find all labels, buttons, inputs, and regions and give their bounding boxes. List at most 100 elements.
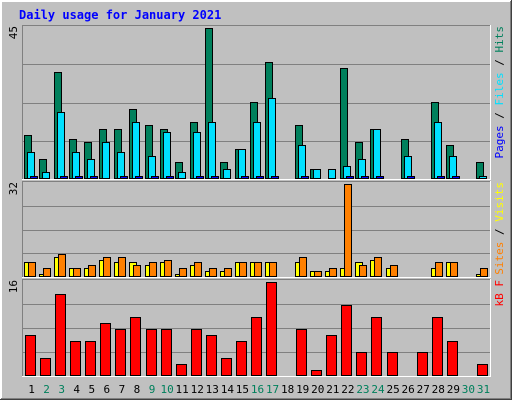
bar-files-day-31	[479, 176, 487, 179]
x-tick-label: 11	[176, 383, 189, 396]
bar-pages-day-4	[75, 176, 83, 179]
bar-sites-day-28	[435, 262, 443, 277]
bar-sites-day-31	[480, 268, 488, 277]
bar-pages-day-26	[407, 176, 415, 179]
bar-files-day-11	[178, 172, 186, 179]
bar-pages-day-17	[271, 176, 279, 179]
x-tick-label: 4	[73, 383, 80, 396]
bar-sites-day-10	[164, 260, 172, 277]
bar-kb-f-day-4	[70, 341, 81, 376]
bar-kb-f-day-25	[387, 352, 398, 376]
bar-sites-day-15	[239, 262, 247, 277]
bar-sites-day-20	[314, 271, 322, 277]
bar-pages-day-5	[90, 176, 98, 179]
bar-sites-day-17	[269, 262, 277, 277]
bar-sites-day-21	[329, 268, 337, 277]
side-legend-word: Hits	[493, 26, 506, 59]
bar-kb-f-day-6	[100, 323, 111, 376]
bar-sites-day-7	[118, 257, 126, 277]
x-tick-label: 15	[236, 383, 249, 396]
bar-kb-f-day-29	[447, 341, 458, 376]
bar-pages-day-9	[151, 176, 159, 179]
bar-sites-day-2	[43, 268, 51, 277]
bar-sites-day-6	[103, 257, 111, 277]
bar-files-day-29	[449, 156, 457, 179]
bar-kb-f-day-5	[85, 341, 96, 376]
side-legend-word: F	[493, 280, 506, 293]
bar-kb-f-day-17	[266, 282, 277, 376]
x-tick-label: 18	[281, 383, 294, 396]
bar-pages-day-28	[437, 176, 445, 179]
bar-files-day-5	[87, 159, 95, 179]
x-tick-label: 30	[462, 383, 475, 396]
bar-kb-f-day-1	[25, 335, 36, 376]
x-tick-label: 6	[104, 383, 111, 396]
bar-sites-day-14	[224, 268, 232, 277]
bar-kb-f-day-16	[251, 317, 262, 376]
bar-kb-f-day-13	[206, 335, 217, 376]
bar-sites-day-19	[299, 257, 307, 277]
bar-files-day-3	[57, 112, 65, 179]
y-max-label: 45	[7, 26, 20, 39]
bar-files-day-12	[193, 132, 201, 179]
x-tick-label: 19	[296, 383, 309, 396]
bar-files-day-10	[163, 132, 171, 179]
bar-files-day-9	[148, 156, 156, 179]
x-tick-label: 27	[417, 383, 430, 396]
x-tick-label: 14	[221, 383, 235, 396]
bar-files-day-1	[27, 152, 35, 179]
bar-kb-f-day-19	[296, 329, 307, 376]
bar-sites-day-24	[374, 257, 382, 277]
bar-files-day-20	[313, 169, 321, 179]
bar-kb-f-day-11	[176, 364, 187, 376]
side-legend: kB F	[493, 280, 506, 307]
x-tick-label: 16	[251, 383, 264, 396]
panel-top: 45 Pages / Files / Hits	[7, 25, 506, 180]
x-tick-label: 8	[134, 383, 141, 396]
x-tick-label: 17	[266, 383, 279, 396]
side-legend-word: Visits	[493, 182, 506, 228]
y-max-label: 16	[7, 280, 20, 293]
bar-files-day-23	[358, 159, 366, 179]
x-tick-label: 5	[88, 383, 95, 396]
side-legend-word: Sites	[493, 242, 506, 275]
bar-files-day-7	[117, 152, 125, 179]
bar-files-day-17	[268, 98, 276, 179]
bar-kb-f-day-12	[191, 329, 202, 376]
side-legend-word: kB	[493, 293, 506, 307]
x-tick-label: 9	[149, 383, 156, 396]
bar-hits-day-22	[340, 68, 348, 179]
bar-files-day-8	[132, 122, 140, 179]
bar-files-day-14	[223, 169, 231, 179]
bar-files-day-6	[102, 142, 110, 179]
x-tick-label: 31	[477, 383, 490, 396]
bar-files-day-28	[434, 122, 442, 179]
x-tick-label: 10	[160, 383, 173, 396]
bar-sites-day-11	[179, 268, 187, 277]
bar-sites-day-13	[209, 268, 217, 277]
x-tick-label: 3	[58, 383, 65, 396]
side-legend: Sites / Visits	[493, 182, 506, 275]
bar-pages-day-15	[241, 176, 249, 179]
side-legend-word: /	[493, 59, 506, 72]
bar-kb-f-day-10	[161, 329, 172, 376]
bar-files-day-19	[298, 145, 306, 179]
bar-pages-day-24	[376, 176, 384, 179]
x-tick-label: 7	[119, 383, 126, 396]
x-tick-label: 28	[432, 383, 445, 396]
bar-kb-f-day-2	[40, 358, 51, 376]
x-tick-label: 26	[402, 383, 415, 396]
x-tick-label: 21	[326, 383, 339, 396]
side-legend: Pages / Files / Hits	[493, 26, 506, 159]
bar-files-day-15	[238, 149, 246, 179]
x-tick-label: 23	[356, 383, 369, 396]
x-tick-label: 2	[43, 383, 50, 396]
bar-kb-f-day-22	[341, 305, 352, 376]
bar-kb-f-day-20	[311, 370, 322, 376]
bar-kb-f-day-24	[371, 317, 382, 376]
bar-pages-day-3	[60, 176, 68, 179]
panel-middle: 32 Sites / Visits	[7, 181, 506, 278]
bar-kb-f-day-28	[432, 317, 443, 376]
x-tick-label: 20	[311, 383, 324, 396]
